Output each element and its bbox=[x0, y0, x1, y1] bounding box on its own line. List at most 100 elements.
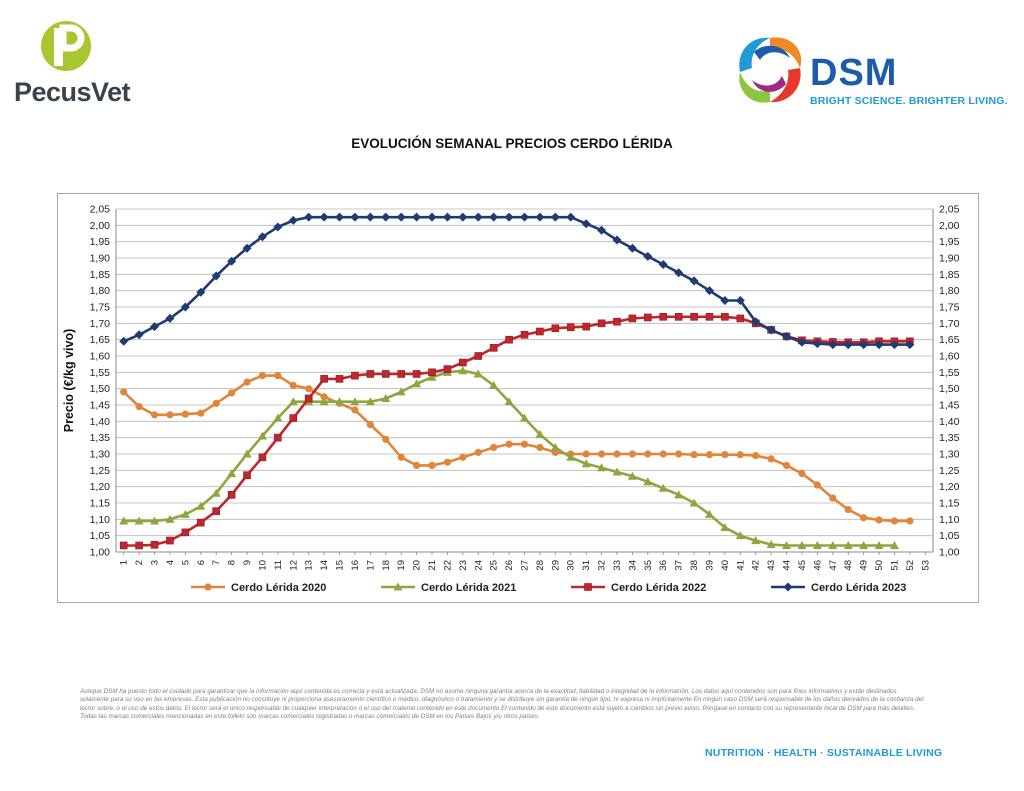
x-tick-label: 8 bbox=[227, 560, 238, 565]
x-tick-label: 42 bbox=[751, 560, 762, 571]
data-point bbox=[721, 313, 729, 321]
data-point bbox=[443, 458, 452, 466]
data-point bbox=[520, 212, 529, 222]
data-point bbox=[459, 358, 467, 367]
data-point bbox=[659, 313, 668, 321]
data-point bbox=[181, 410, 189, 418]
data-point bbox=[828, 340, 838, 350]
data-point bbox=[427, 372, 437, 381]
data-point bbox=[442, 212, 452, 222]
x-tick-label: 27 bbox=[520, 560, 531, 571]
y-tick-label: 1,70 bbox=[90, 318, 111, 330]
data-point bbox=[319, 397, 329, 406]
x-tick-label: 33 bbox=[612, 560, 623, 571]
data-point bbox=[227, 256, 237, 266]
data-point bbox=[735, 531, 745, 540]
x-tick-label: 3 bbox=[150, 560, 161, 565]
legend-label: Cerdo Lérida 2022 bbox=[611, 582, 706, 594]
data-point bbox=[844, 505, 852, 514]
data-point bbox=[134, 516, 144, 525]
x-tick-label: 50 bbox=[874, 560, 885, 571]
data-point bbox=[134, 330, 144, 340]
x-tick-label: 5 bbox=[180, 560, 191, 565]
y-tick-label: 1,15 bbox=[90, 498, 111, 510]
data-point bbox=[889, 340, 899, 350]
data-point bbox=[412, 370, 421, 378]
data-point bbox=[258, 372, 267, 380]
y-tick-label-right: 1,50 bbox=[939, 383, 960, 395]
data-point bbox=[366, 421, 374, 429]
data-point bbox=[119, 516, 129, 525]
data-point bbox=[704, 509, 714, 518]
y-tick-label: 1,50 bbox=[90, 383, 111, 395]
data-point bbox=[505, 335, 513, 344]
data-point bbox=[581, 219, 591, 229]
y-tick-label-right: 1,75 bbox=[939, 302, 960, 314]
data-point bbox=[196, 501, 206, 510]
data-point bbox=[458, 366, 468, 375]
x-tick-label: 11 bbox=[273, 560, 284, 570]
x-tick-label: 7 bbox=[211, 560, 222, 565]
data-point bbox=[212, 399, 220, 407]
y-tick-label-right: 1,30 bbox=[939, 449, 960, 461]
data-point bbox=[674, 268, 684, 278]
data-point bbox=[227, 469, 237, 478]
data-point bbox=[458, 212, 468, 222]
data-point bbox=[690, 313, 698, 321]
data-point bbox=[412, 379, 422, 388]
data-point bbox=[535, 212, 545, 222]
data-point bbox=[612, 235, 622, 245]
data-point bbox=[813, 481, 821, 489]
data-point bbox=[705, 451, 714, 459]
data-point bbox=[211, 488, 221, 497]
y-tick-label: 1,90 bbox=[90, 253, 111, 265]
data-point bbox=[381, 212, 391, 222]
data-point bbox=[906, 517, 914, 525]
data-point bbox=[351, 406, 359, 414]
data-point bbox=[428, 461, 436, 470]
data-point bbox=[397, 453, 405, 461]
data-point bbox=[119, 541, 128, 550]
data-point bbox=[135, 403, 143, 411]
data-point bbox=[581, 459, 591, 468]
y-tick-label: 1,85 bbox=[90, 269, 111, 281]
data-point bbox=[829, 494, 837, 502]
y-tick-label: 1,55 bbox=[90, 367, 111, 379]
data-point bbox=[628, 314, 637, 323]
data-point bbox=[166, 411, 174, 419]
data-point bbox=[165, 514, 175, 523]
x-tick-label: 21 bbox=[427, 560, 438, 571]
disclaimer-text: Aunque DSM ha puesto todo el cuidado par… bbox=[80, 688, 924, 720]
y-tick-label: 1,80 bbox=[90, 285, 111, 297]
chart-frame bbox=[57, 193, 979, 603]
pecusvet-logo bbox=[41, 21, 91, 71]
data-point bbox=[689, 276, 699, 286]
data-point bbox=[180, 302, 190, 312]
y-tick-label: 1,40 bbox=[90, 416, 111, 428]
x-tick-label: 53 bbox=[920, 560, 931, 571]
data-point bbox=[335, 375, 344, 383]
y-tick-label-right: 1,40 bbox=[939, 416, 960, 428]
x-tick-label: 22 bbox=[442, 560, 453, 571]
y-tick-label: 1,25 bbox=[90, 465, 111, 477]
x-tick-label: 17 bbox=[365, 560, 376, 571]
data-point bbox=[166, 536, 174, 545]
x-tick-label: 48 bbox=[843, 560, 854, 571]
data-point bbox=[797, 540, 807, 549]
data-point bbox=[613, 450, 621, 458]
data-point bbox=[412, 212, 422, 222]
data-point bbox=[504, 397, 514, 406]
data-point bbox=[628, 450, 637, 458]
legend-marker bbox=[783, 582, 793, 592]
data-point bbox=[705, 313, 714, 321]
legend-label: Cerdo Lérida 2021 bbox=[421, 582, 516, 594]
data-point bbox=[627, 471, 637, 480]
data-point bbox=[412, 461, 421, 470]
data-point bbox=[520, 413, 529, 422]
x-tick-label: 34 bbox=[627, 560, 638, 571]
data-point bbox=[473, 369, 483, 378]
x-tick-label: 9 bbox=[242, 560, 253, 565]
data-point bbox=[212, 507, 220, 515]
data-point bbox=[427, 212, 437, 222]
series-line-4 bbox=[123, 215, 910, 346]
